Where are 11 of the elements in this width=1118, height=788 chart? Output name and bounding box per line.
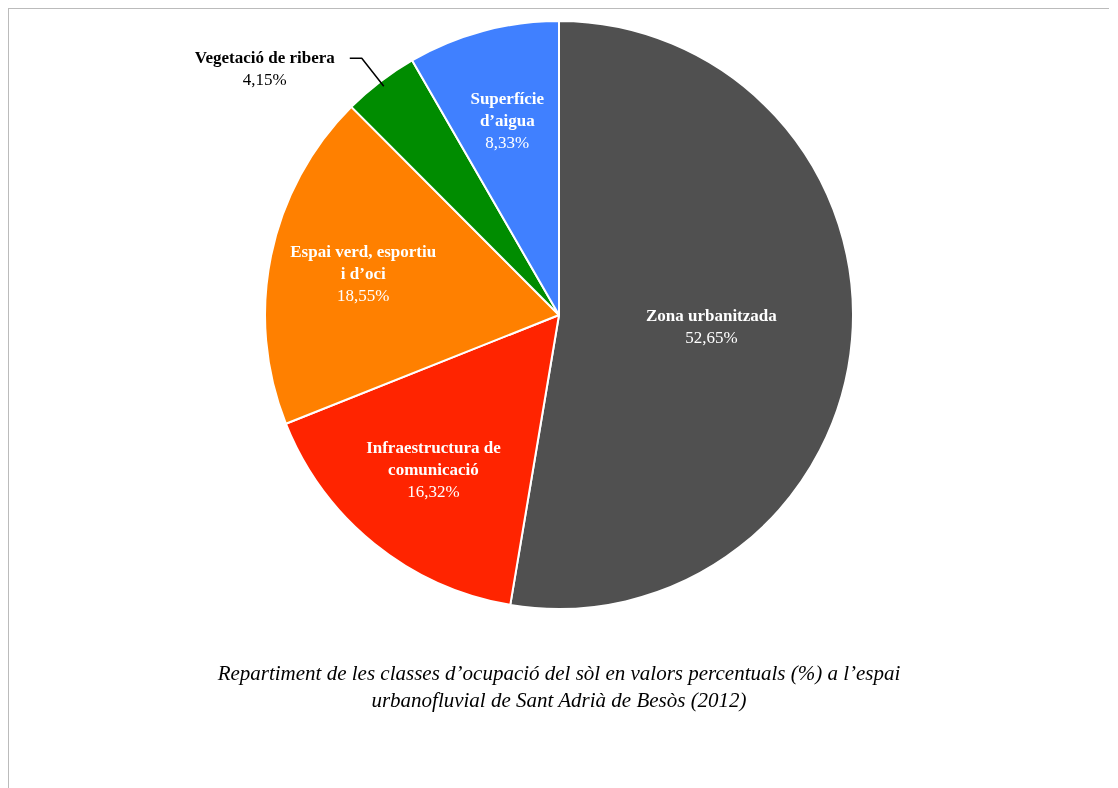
data-label: 52,65% (685, 328, 738, 348)
data-label: 18,55% (337, 285, 390, 305)
slice-label: Infraestructura de comunicació (366, 437, 502, 479)
slice-label: Zona urbanitzada (645, 306, 778, 326)
slice-label: Superfície d’aigua (470, 89, 545, 131)
data-label: 16,32% (407, 482, 460, 502)
slice-label: Espai verd, esportiu i d’oci (290, 241, 437, 283)
data-label: 8,33% (485, 133, 530, 153)
data-label: 4,15% (242, 69, 287, 89)
text: Repartiment de les classes d’ocupació del sòl en valors percentuals (%) a l’espai urbanofluvial de Sant Adrià de Besòs (2012) (216, 660, 902, 714)
slice-label: Vegetació de ribera (194, 47, 336, 67)
